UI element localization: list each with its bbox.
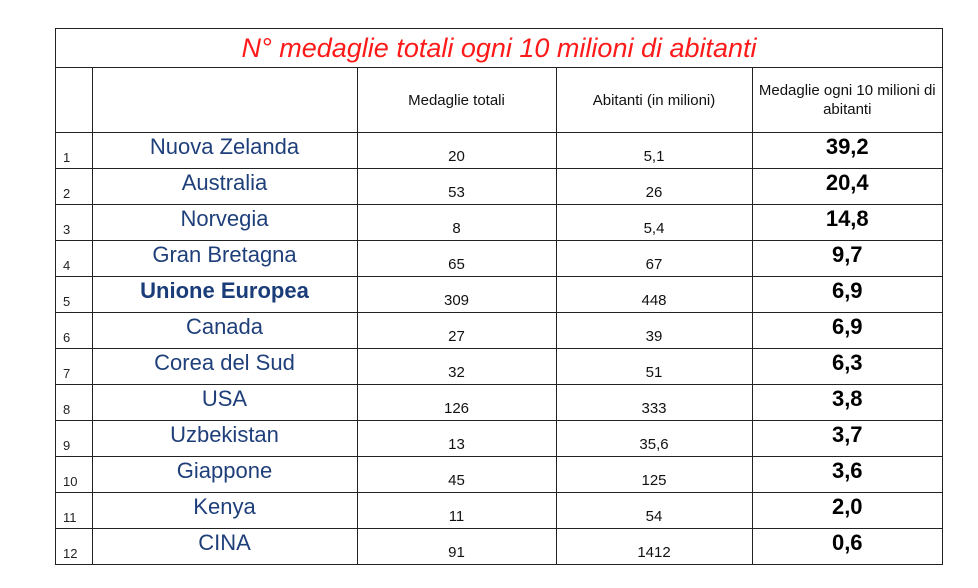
total-medals-value: 11	[357, 492, 557, 529]
total-medals-value: 126	[357, 384, 557, 421]
total-medals-value: 20	[357, 132, 557, 169]
row-index: 10	[56, 456, 93, 493]
rate-value: 6,9	[752, 276, 942, 313]
country-name: CINA	[92, 528, 358, 564]
table-row: 4 Gran Bretagna 65 67 9,7	[56, 240, 942, 277]
total-medals-value: 65	[357, 240, 557, 277]
population-value: 54	[556, 492, 753, 529]
table-row: 12 CINA 91 1412 0,6	[56, 528, 942, 564]
table-body: 1 Nuova Zelanda 20 5,1 39,2 2 Australia 53 26 20,…	[56, 132, 942, 564]
row-index: 6	[56, 312, 93, 349]
rate-value: 20,4	[752, 168, 942, 205]
rate-value: 6,3	[752, 348, 942, 385]
population-value: 448	[556, 276, 753, 313]
row-index: 5	[56, 276, 93, 313]
population-value: 1412	[556, 528, 753, 564]
rate-value: 6,9	[752, 312, 942, 349]
table-row: 8 USA 126 333 3,8	[56, 384, 942, 421]
population-value: 5,1	[556, 132, 753, 169]
population-value: 39	[556, 312, 753, 349]
table-row: 11 Kenya 11 54 2,0	[56, 492, 942, 529]
row-index: 1	[56, 132, 93, 169]
rate-value: 9,7	[752, 240, 942, 277]
rate-value: 3,8	[752, 384, 942, 421]
country-name: Unione Europea	[92, 276, 358, 313]
table-row: 3 Norvegia 8 5,4 14,8	[56, 204, 942, 241]
total-medals-value: 8	[357, 204, 557, 241]
country-name: Nuova Zelanda	[92, 132, 358, 169]
row-index: 2	[56, 168, 93, 205]
population-value: 26	[556, 168, 753, 205]
table-row: 5 Unione Europea 309 448 6,9	[56, 276, 942, 313]
population-value: 5,4	[556, 204, 753, 241]
row-index: 12	[56, 528, 93, 564]
table-row: 2 Australia 53 26 20,4	[56, 168, 942, 205]
header-population: Abitanti (in milioni)	[556, 68, 753, 133]
medals-table-sheet: N° medaglie totali ogni 10 milioni di ab…	[55, 28, 943, 565]
header-index	[56, 68, 93, 133]
total-medals-value: 91	[357, 528, 557, 564]
total-medals-value: 53	[357, 168, 557, 205]
rate-value: 2,0	[752, 492, 942, 529]
header-rate: Medaglie ogni 10 milioni di abitanti	[752, 68, 942, 133]
rate-value: 39,2	[752, 132, 942, 169]
table-row: 1 Nuova Zelanda 20 5,1 39,2	[56, 132, 942, 169]
row-index: 8	[56, 384, 93, 421]
total-medals-value: 27	[357, 312, 557, 349]
country-name: Norvegia	[92, 204, 358, 241]
population-value: 67	[556, 240, 753, 277]
header-country	[92, 68, 358, 133]
total-medals-value: 309	[357, 276, 557, 313]
country-name: Giappone	[92, 456, 358, 493]
header-total-medals: Medaglie totali	[357, 68, 557, 133]
row-index: 4	[56, 240, 93, 277]
row-index: 9	[56, 420, 93, 457]
country-name: Canada	[92, 312, 358, 349]
table-row: 7 Corea del Sud 32 51 6,3	[56, 348, 942, 385]
country-name: Uzbekistan	[92, 420, 358, 457]
country-name: Corea del Sud	[92, 348, 358, 385]
country-name: Gran Bretagna	[92, 240, 358, 277]
country-name: Australia	[92, 168, 358, 205]
table-row: 10 Giappone 45 125 3,6	[56, 456, 942, 493]
row-index: 11	[56, 492, 93, 529]
population-value: 51	[556, 348, 753, 385]
population-value: 125	[556, 456, 753, 493]
country-name: Kenya	[92, 492, 358, 529]
total-medals-value: 45	[357, 456, 557, 493]
country-name: USA	[92, 384, 358, 421]
total-medals-value: 13	[357, 420, 557, 457]
table-row: 6 Canada 27 39 6,9	[56, 312, 942, 349]
table-title: N° medaglie totali ogni 10 milioni di ab…	[56, 29, 942, 68]
row-index: 3	[56, 204, 93, 241]
rate-value: 0,6	[831, 530, 863, 555]
row-index: 7	[56, 348, 93, 385]
table-row: 9 Uzbekistan 13 35,6 3,7	[56, 420, 942, 457]
population-value: 35,6	[556, 420, 753, 457]
header-row: Medaglie totali Abitanti (in milioni) Me…	[56, 68, 942, 133]
rate-value: 3,6	[752, 456, 942, 493]
rate-value: 3,7	[752, 420, 942, 457]
medals-table: Medaglie totali Abitanti (in milioni) Me…	[56, 68, 942, 564]
rate-value: 14,8	[752, 204, 942, 241]
total-medals-value: 32	[357, 348, 557, 385]
population-value: 333	[556, 384, 753, 421]
